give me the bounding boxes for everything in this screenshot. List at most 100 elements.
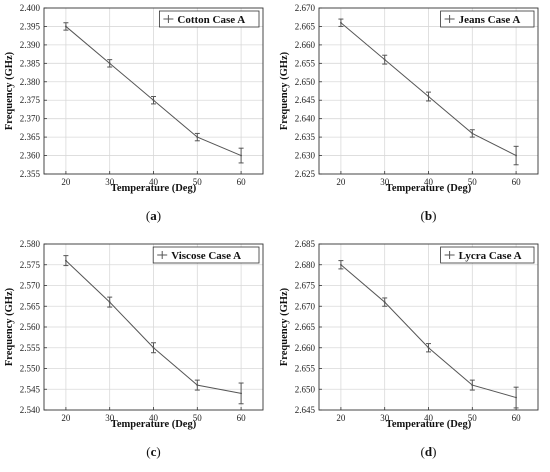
- chart-panel-b: 2.625 2.630 2.635 2.640 2.645 2.650 2.655 2.660…: [279, 3, 539, 223]
- y-tick-label: 2.670: [295, 3, 316, 13]
- panel-caption: (b): [421, 208, 437, 223]
- y-tick-label: 2.545: [20, 384, 41, 394]
- y-tick-label: 2.540: [20, 405, 41, 415]
- x-tick-label: 60: [512, 413, 521, 423]
- y-tick-label: 2.680: [295, 260, 316, 270]
- y-tick-label: 2.375: [20, 95, 41, 105]
- data-point: [340, 263, 342, 266]
- y-tick-label: 2.575: [20, 260, 41, 270]
- y-axis-label: Frequency (GHz): [4, 51, 15, 130]
- y-tick-label: 2.390: [20, 40, 41, 50]
- data-point: [240, 154, 243, 157]
- y-tick-label: 2.655: [295, 58, 316, 68]
- y-tick-label: 2.650: [295, 384, 316, 394]
- y-tick-label: 2.630: [295, 151, 316, 161]
- x-tick-label: 20: [336, 413, 346, 423]
- legend-box: [440, 10, 535, 28]
- y-tick-label: 2.625: [295, 169, 316, 179]
- x-tick-label: 40: [424, 413, 434, 423]
- y-tick-label: 2.665: [295, 21, 316, 31]
- x-tick-label: 50: [468, 177, 478, 187]
- panel-caption: (c): [146, 444, 160, 459]
- data-point: [515, 154, 517, 157]
- x-tick-label: 60: [237, 177, 247, 187]
- data-point: [427, 346, 430, 349]
- y-axis-label: Frequency (GHz): [279, 287, 290, 366]
- y-tick-label: 2.395: [20, 21, 41, 31]
- data-point: [108, 62, 111, 65]
- y-axis-label: Frequency (GHz): [4, 287, 15, 366]
- x-axis-label: Temperature (Deg): [111, 419, 197, 430]
- data-point: [152, 99, 155, 102]
- y-tick-label: 2.660: [295, 343, 316, 353]
- x-tick-label: 20: [336, 177, 346, 187]
- x-tick-label: 20: [61, 413, 71, 423]
- y-tick-label: 2.355: [20, 169, 41, 179]
- legend-box: [152, 246, 260, 264]
- legend-label: Cotton Case A: [177, 14, 245, 26]
- legend-box: [158, 10, 260, 28]
- y-tick-label: 2.370: [20, 114, 41, 124]
- y-tick-label: 2.360: [20, 151, 41, 161]
- x-tick-label: 60: [512, 177, 521, 187]
- y-tick-label: 2.635: [295, 132, 316, 142]
- chart-panel-a: 2.355 2.360 2.365 2.370 2.375 2.380 2.385 2.390…: [4, 3, 264, 223]
- chart-panel-c: 2.540 2.545 2.550 2.555 2.560 2.565 2.570 2.575…: [4, 239, 264, 459]
- legend-label: Viscose Case A: [171, 250, 241, 262]
- y-tick-label: 2.560: [20, 322, 41, 332]
- x-tick-label: 20: [61, 177, 71, 187]
- y-tick-label: 2.650: [295, 77, 316, 87]
- x-tick-label: 50: [468, 413, 478, 423]
- y-tick-label: 2.365: [20, 132, 41, 142]
- y-axis-label: Frequency (GHz): [279, 51, 290, 130]
- y-tick-label: 2.665: [295, 322, 316, 332]
- y-tick-label: 2.380: [20, 77, 41, 87]
- chart-panel-d: 2.645 2.650 2.655 2.660 2.665 2.670 2.675 2.680…: [279, 239, 539, 459]
- x-axis-label: Temperature (Deg): [386, 419, 472, 430]
- x-tick-label: 30: [380, 413, 390, 423]
- data-point: [152, 346, 155, 349]
- legend-label: Jeans Case A: [459, 14, 521, 26]
- y-tick-label: 2.670: [295, 301, 316, 311]
- panel-caption: (a): [146, 208, 161, 223]
- y-tick-label: 2.685: [295, 239, 316, 249]
- x-tick-label: 30: [380, 177, 390, 187]
- y-tick-label: 2.655: [295, 364, 316, 374]
- y-tick-label: 2.640: [295, 114, 316, 124]
- y-tick-label: 2.580: [20, 239, 41, 249]
- x-tick-label: 50: [193, 177, 203, 187]
- data-point: [65, 25, 67, 28]
- x-tick-label: 30: [105, 413, 115, 423]
- panel-caption: (d): [421, 444, 437, 459]
- x-axis-label: Temperature (Deg): [111, 183, 197, 194]
- y-tick-label: 2.385: [20, 58, 41, 68]
- data-point: [471, 132, 474, 135]
- y-tick-label: 2.570: [20, 281, 41, 291]
- y-tick-label: 2.550: [20, 364, 41, 374]
- x-axis-label: Temperature (Deg): [386, 183, 472, 194]
- x-tick-label: 40: [424, 177, 434, 187]
- data-point: [515, 396, 517, 399]
- y-tick-label: 2.555: [20, 343, 41, 353]
- x-tick-label: 40: [149, 413, 159, 423]
- data-point: [240, 392, 243, 395]
- x-tick-label: 60: [237, 413, 247, 423]
- data-point: [471, 384, 474, 386]
- x-tick-label: 50: [193, 413, 203, 423]
- data-point: [65, 259, 67, 262]
- data-point: [108, 301, 111, 303]
- data-point: [427, 95, 430, 98]
- x-tick-label: 40: [149, 177, 159, 187]
- legend-box: [440, 246, 535, 264]
- legend-label: Lycra Case A: [459, 250, 522, 262]
- y-tick-label: 2.675: [295, 281, 316, 291]
- y-tick-label: 2.645: [295, 405, 316, 415]
- data-point: [383, 301, 386, 303]
- data-point: [196, 136, 199, 139]
- data-point: [196, 384, 199, 386]
- y-tick-label: 2.565: [20, 301, 41, 311]
- x-tick-label: 30: [105, 177, 115, 187]
- y-tick-label: 2.400: [20, 3, 41, 13]
- y-tick-label: 2.660: [295, 40, 316, 50]
- y-tick-label: 2.645: [295, 95, 316, 105]
